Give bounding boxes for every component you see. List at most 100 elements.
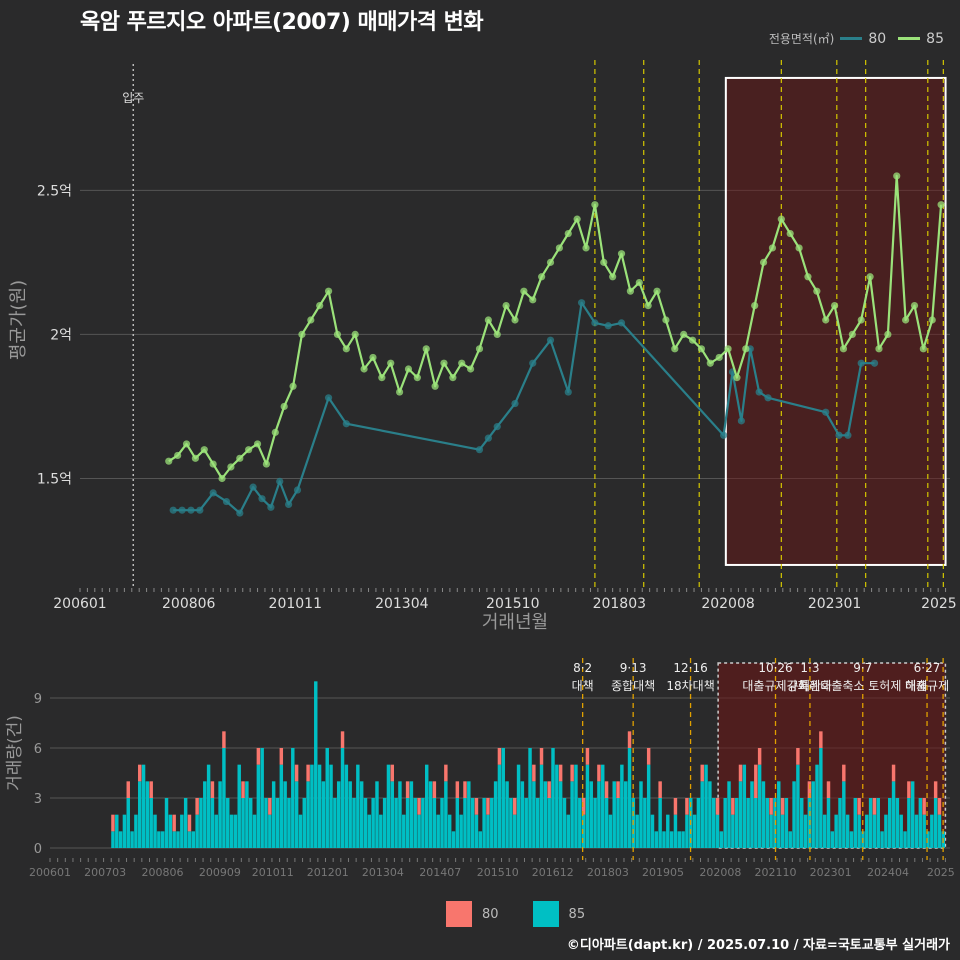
volume-chart: 0 3 6 9 8·2 대책 9·13 종합대책 12·16 18차대책 10·26 대출규제강화 1·… bbox=[5, 658, 955, 879]
bar-85 bbox=[746, 798, 750, 848]
data-point-85 bbox=[848, 330, 856, 339]
data-point-85 bbox=[733, 374, 741, 382]
policy-text-label: 대출규제 bbox=[905, 679, 949, 693]
bar-80 bbox=[646, 748, 651, 765]
data-point-85 bbox=[467, 365, 475, 373]
data-point-80 bbox=[209, 489, 217, 497]
bar-85 bbox=[547, 798, 551, 848]
bar-85 bbox=[493, 781, 498, 848]
policy-date-label: 1·3 bbox=[800, 661, 819, 675]
bar-85 bbox=[643, 798, 647, 848]
bar-85 bbox=[593, 798, 597, 848]
bar-85 bbox=[409, 781, 414, 848]
data-point-85 bbox=[520, 287, 528, 295]
bar-85 bbox=[283, 781, 287, 848]
bar-85 bbox=[884, 814, 888, 848]
bar-85 bbox=[792, 781, 796, 848]
bar-80 bbox=[558, 764, 563, 782]
bar-85 bbox=[291, 748, 295, 848]
bar-85 bbox=[402, 814, 406, 848]
bar-85 bbox=[516, 764, 521, 848]
bar-85 bbox=[398, 781, 402, 848]
bar-85 bbox=[425, 764, 429, 848]
bar-85 bbox=[551, 748, 555, 848]
bar-85 bbox=[646, 764, 651, 848]
bar-85 bbox=[597, 781, 601, 848]
x-tick-label: 201011 bbox=[252, 866, 294, 879]
data-point-85 bbox=[919, 345, 927, 353]
bar-85 bbox=[926, 831, 930, 848]
data-point-85 bbox=[458, 359, 466, 367]
y-tick-label: 2.5억 bbox=[37, 183, 72, 199]
data-point-85 bbox=[316, 301, 324, 310]
bar-85 bbox=[880, 831, 884, 848]
bar-85 bbox=[708, 781, 712, 848]
bar-85 bbox=[176, 831, 180, 848]
policy-date-label: 9·13 bbox=[620, 661, 647, 675]
bar-80 bbox=[933, 781, 938, 798]
bar-80 bbox=[463, 781, 467, 798]
bar-80 bbox=[455, 781, 460, 798]
area-legend: 전용면적(㎡) 80 85 bbox=[769, 30, 950, 47]
bar-85 bbox=[539, 764, 544, 848]
bar-85 bbox=[842, 781, 846, 848]
bar-85 bbox=[819, 748, 823, 848]
data-point-85 bbox=[209, 460, 217, 468]
x-tick-label: 200909 bbox=[199, 866, 241, 879]
bar-85 bbox=[329, 764, 333, 848]
bar-85 bbox=[822, 814, 827, 848]
credit-text: ©디아파트(dapt.kr) / 2025.07.10 / 자료=국토교통부 실… bbox=[566, 938, 950, 953]
bar-85 bbox=[210, 798, 215, 848]
data-point-85 bbox=[626, 287, 635, 295]
bar-85 bbox=[451, 831, 456, 848]
bar-85 bbox=[268, 814, 272, 848]
bar-85 bbox=[555, 764, 559, 848]
policy-text-label: 규제완화 bbox=[788, 679, 832, 693]
data-point-85 bbox=[413, 374, 421, 382]
data-point-85 bbox=[440, 359, 448, 367]
bar-85 bbox=[876, 798, 880, 848]
bar-85 bbox=[199, 798, 203, 848]
data-point-85 bbox=[395, 388, 404, 396]
bar-85 bbox=[141, 764, 146, 848]
data-point-80 bbox=[870, 359, 879, 367]
bar-85 bbox=[252, 814, 257, 848]
bar-85 bbox=[134, 814, 138, 848]
bar-85 bbox=[666, 814, 670, 848]
bar-85 bbox=[222, 748, 226, 848]
legend-label-85: 85 bbox=[926, 30, 944, 47]
x-tick-label: 201803 bbox=[593, 596, 646, 612]
bar-85 bbox=[379, 814, 383, 848]
data-point-80 bbox=[276, 477, 284, 485]
bar-85 bbox=[264, 798, 268, 848]
bar-85 bbox=[623, 781, 628, 848]
x-tick-label: 202301 bbox=[808, 596, 861, 612]
data-point-85 bbox=[475, 345, 484, 353]
bar-80 bbox=[417, 798, 421, 815]
x-tick-label: 2025 bbox=[927, 866, 955, 879]
bar-85 bbox=[160, 831, 165, 848]
data-point-85 bbox=[502, 301, 510, 310]
legend-title: 전용면적(㎡) bbox=[768, 32, 835, 46]
bar-80 bbox=[497, 748, 502, 765]
data-point-80 bbox=[196, 506, 204, 514]
bar-80 bbox=[922, 798, 926, 815]
data-point-85 bbox=[910, 301, 919, 310]
bar-85 bbox=[336, 781, 341, 848]
bar-85 bbox=[838, 798, 842, 848]
x-tick-label: 202008 bbox=[699, 866, 741, 879]
bar-80 bbox=[268, 798, 272, 815]
bar-85 bbox=[765, 798, 770, 848]
bar-85 bbox=[581, 814, 586, 848]
bar-85 bbox=[784, 798, 789, 848]
data-point-85 bbox=[307, 316, 315, 324]
data-point-85 bbox=[546, 258, 555, 266]
data-point-80 bbox=[258, 495, 266, 503]
bar-85 bbox=[478, 831, 483, 848]
data-point-85 bbox=[422, 345, 430, 353]
data-point-85 bbox=[724, 345, 732, 353]
data-point-80 bbox=[475, 446, 484, 454]
bar-80 bbox=[937, 798, 942, 815]
bar-85 bbox=[750, 781, 754, 848]
bar-85 bbox=[455, 798, 460, 848]
